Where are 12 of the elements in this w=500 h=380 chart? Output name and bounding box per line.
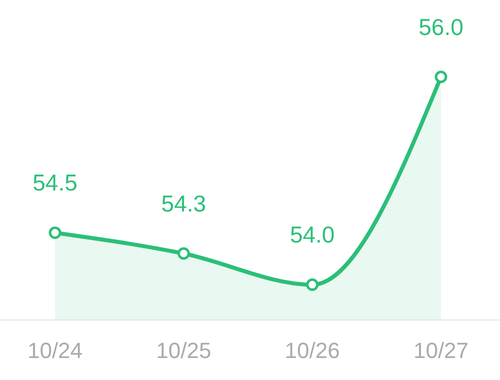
data-label: 56.0 [418, 14, 464, 40]
x-tick-label: 10/25 [156, 338, 212, 363]
data-label: 54.5 [32, 170, 78, 196]
x-tick-label: 10/26 [284, 338, 340, 363]
data-label: 54.0 [290, 222, 335, 248]
x-tick-label: 10/24 [27, 338, 83, 363]
x-tick-label: 10/27 [413, 338, 469, 363]
data-label: 54.3 [161, 190, 206, 217]
point [434, 70, 448, 84]
point [306, 278, 319, 291]
point [177, 247, 190, 260]
point [48, 226, 62, 239]
